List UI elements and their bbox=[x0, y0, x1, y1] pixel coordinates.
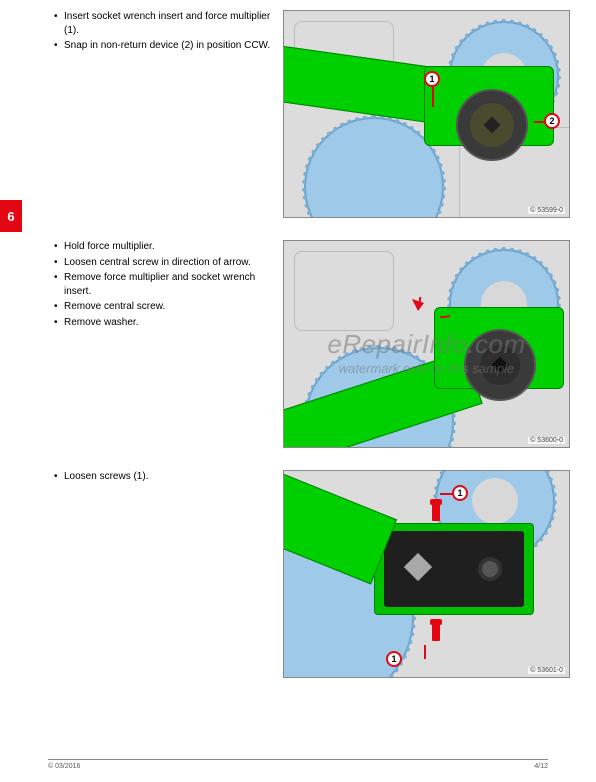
figure-caption: © 53600-0 bbox=[528, 437, 565, 444]
page-footer: © 03/2016 4/12 bbox=[48, 759, 548, 770]
callout-1-bottom: 1 bbox=[386, 651, 402, 667]
page-content: Insert socket wrench insert and force mu… bbox=[48, 10, 584, 700]
bullet: Remove central screw. bbox=[54, 300, 273, 314]
watermark-sub: watermark only on this sample bbox=[284, 361, 569, 376]
step-section-1: Insert socket wrench insert and force mu… bbox=[48, 10, 584, 218]
bullet: Remove force multiplier and socket wrenc… bbox=[54, 271, 273, 298]
bullet: Hold force multiplier. bbox=[54, 240, 273, 254]
figure-caption: © 53601-0 bbox=[528, 667, 565, 674]
section-tab: 6 bbox=[0, 200, 22, 232]
footer-copyright: © 03/2016 bbox=[48, 763, 80, 770]
figure-3: 1 1 © 53601-0 bbox=[283, 470, 570, 678]
footer-page-number: 4/12 bbox=[534, 763, 548, 770]
figure-1: 1 2 © 53599-0 bbox=[283, 10, 570, 218]
step-text-1: Insert socket wrench insert and force mu… bbox=[48, 10, 283, 55]
step-section-3: Loosen screws (1). bbox=[48, 470, 584, 678]
callout-1-top: 1 bbox=[452, 485, 468, 501]
figure-2: eRepairInfo.com watermark only on this s… bbox=[283, 240, 570, 448]
bullet: Loosen central screw in direction of arr… bbox=[54, 256, 273, 270]
callout-2: 2 bbox=[544, 113, 560, 129]
step-section-2: Hold force multiplier. Loosen central sc… bbox=[48, 240, 584, 448]
bullet: Insert socket wrench insert and force mu… bbox=[54, 10, 273, 37]
bullet: Loosen screws (1). bbox=[54, 470, 273, 484]
step-text-2: Hold force multiplier. Loosen central sc… bbox=[48, 240, 283, 331]
bullet: Remove washer. bbox=[54, 316, 273, 330]
step-text-3: Loosen screws (1). bbox=[48, 470, 283, 486]
watermark: eRepairInfo.com bbox=[284, 329, 569, 360]
callout-1: 1 bbox=[424, 71, 440, 87]
figure-caption: © 53599-0 bbox=[528, 207, 565, 214]
bullet: Snap in non-return device (2) in positio… bbox=[54, 39, 273, 53]
